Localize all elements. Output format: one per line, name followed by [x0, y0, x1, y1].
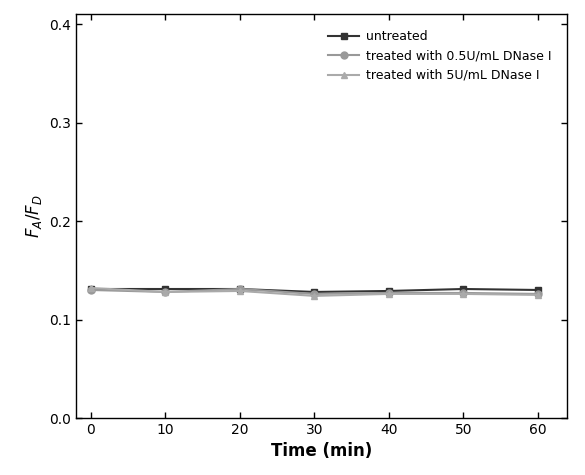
treated with 0.5U/mL DNase I: [87, 287, 94, 293]
treated with 5U/mL DNase I: [87, 285, 94, 291]
untreated: [460, 286, 467, 292]
treated with 5U/mL DNase I: [386, 291, 393, 297]
untreated: [236, 286, 243, 292]
Line: treated with 5U/mL DNase I: treated with 5U/mL DNase I: [88, 285, 541, 299]
treated with 5U/mL DNase I: [534, 292, 541, 298]
untreated: [162, 286, 169, 292]
treated with 0.5U/mL DNase I: [236, 286, 243, 292]
untreated: [386, 288, 393, 294]
untreated: [534, 287, 541, 293]
treated with 0.5U/mL DNase I: [311, 291, 318, 297]
treated with 0.5U/mL DNase I: [460, 290, 467, 296]
Legend: untreated, treated with 0.5U/mL DNase I, treated with 5U/mL DNase I: untreated, treated with 0.5U/mL DNase I,…: [318, 20, 561, 92]
untreated: [311, 289, 318, 295]
treated with 5U/mL DNase I: [460, 291, 467, 297]
treated with 0.5U/mL DNase I: [162, 289, 169, 295]
treated with 5U/mL DNase I: [236, 288, 243, 294]
untreated: [87, 286, 94, 292]
treated with 5U/mL DNase I: [162, 289, 169, 295]
treated with 0.5U/mL DNase I: [386, 290, 393, 296]
X-axis label: Time (min): Time (min): [271, 442, 373, 460]
treated with 0.5U/mL DNase I: [534, 291, 541, 297]
treated with 5U/mL DNase I: [311, 293, 318, 299]
Line: untreated: untreated: [88, 285, 541, 295]
Y-axis label: $F_A/F_D$: $F_A/F_D$: [23, 194, 44, 238]
Line: treated with 0.5U/mL DNase I: treated with 0.5U/mL DNase I: [88, 285, 541, 297]
